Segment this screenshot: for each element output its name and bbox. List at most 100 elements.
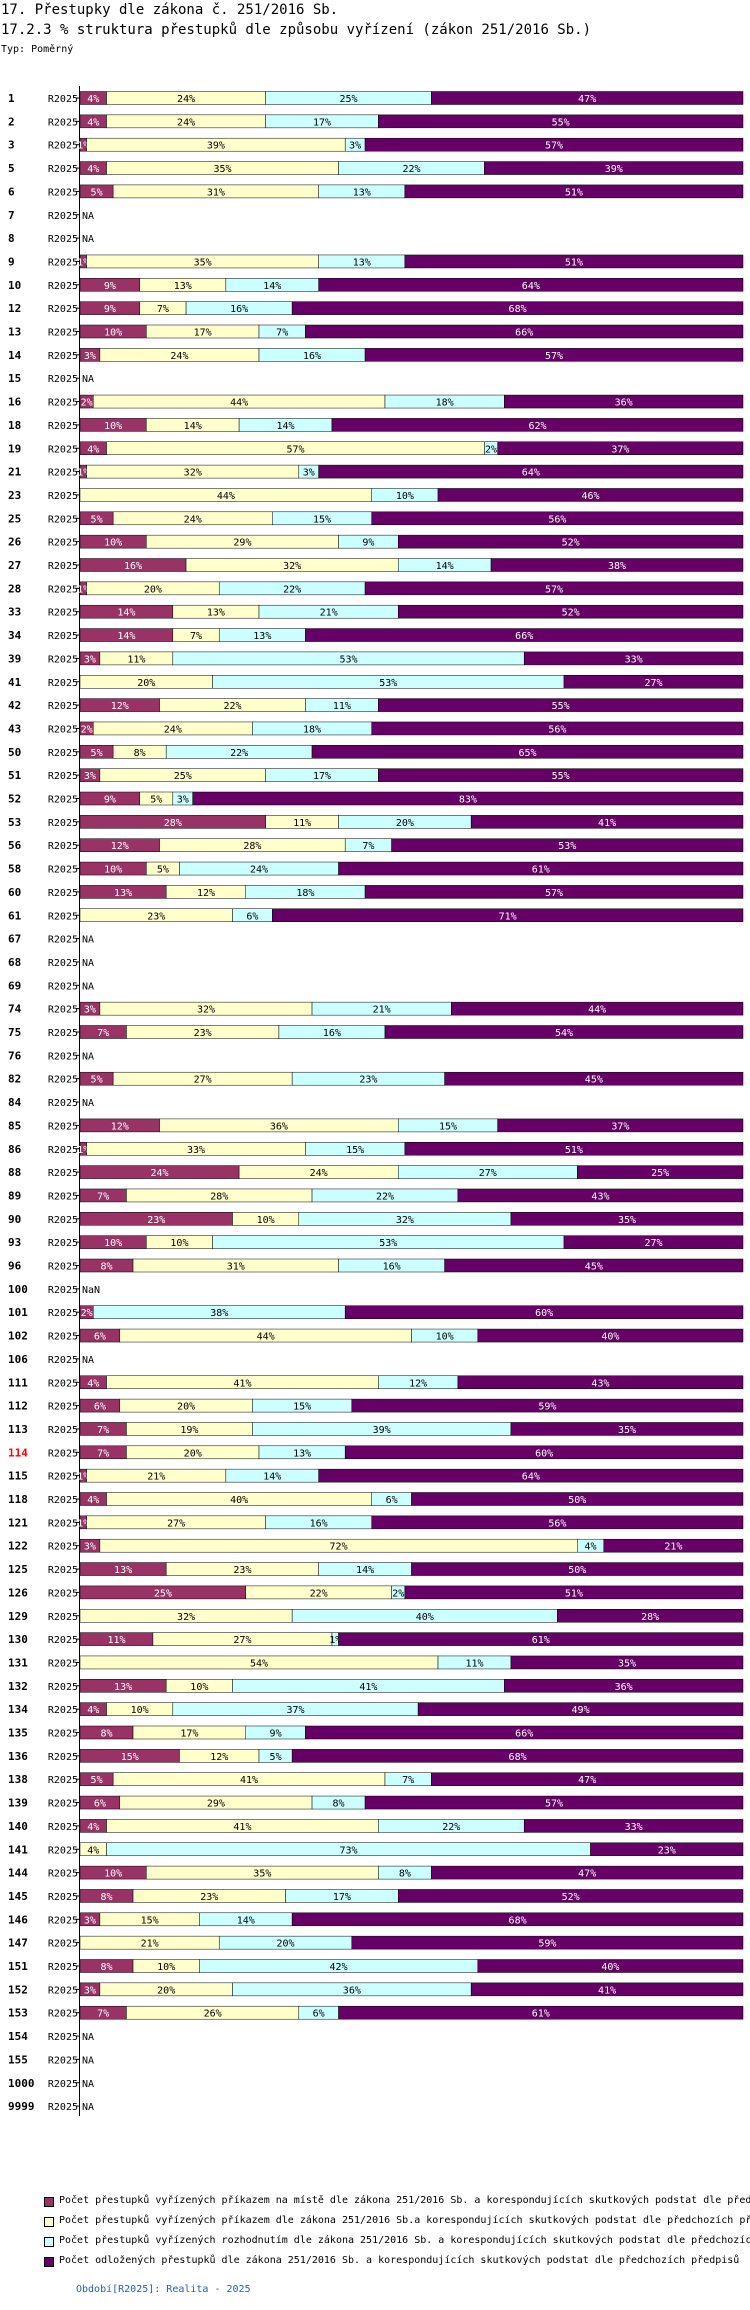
bar-segment-s4 [603,1538,744,1553]
data-label: 10% [131,1705,149,1716]
data-label: 8% [100,1962,112,1973]
bar-segment-s4 [378,768,744,782]
chart-title: 17. Přestupky dle zákona č. 251/2016 Sb. [1,2,339,18]
period-label: R2025 [48,1612,78,1623]
data-label: 5% [157,865,169,876]
period-label: R2025 [48,678,78,689]
category-label: 8 [8,232,15,245]
data-label: 18% [436,398,454,409]
data-label: 9% [104,795,116,806]
data-label: 64% [522,281,540,292]
bar-segment-s4 [484,161,744,175]
period-label: R2025 [48,2055,78,2066]
bar-segment-s4 [404,254,744,269]
bar-segment-s4 [371,511,744,526]
data-label: 57% [545,584,563,595]
na-label: NA [82,2079,94,2090]
bar-segment-s4 [272,908,744,922]
bar-segment-s4 [344,1305,744,1319]
data-label: 11% [127,654,145,665]
bar-segment-s4 [364,137,744,152]
data-label: 22% [310,1588,328,1599]
bar-segment-s4 [305,628,744,642]
data-label: 6% [94,1332,106,1343]
period-label: R2025 [48,351,78,362]
category-label: 12 [8,302,21,315]
bar-segment-s4 [397,1889,744,1903]
na-label: NA [82,1098,94,1109]
bar-segment-s4 [437,488,744,502]
data-label: 3% [84,654,96,665]
category-label: 114 [8,1446,28,1459]
data-label: 12% [111,701,129,712]
data-label: 6% [246,911,258,922]
bar-segment-s4 [457,1188,744,1203]
category-label: 6 [8,185,15,198]
period-label: R2025 [48,2032,78,2043]
data-label: 14% [436,561,454,572]
data-label: 15% [121,1752,139,1763]
data-label: 10% [396,491,414,502]
data-label: 20% [276,1939,294,1950]
data-label: 2% [392,1588,404,1599]
data-label: 27% [479,1168,497,1179]
category-label: 151 [8,1960,28,1973]
bar-segment-s4 [470,1982,744,1997]
bar-segment-s4 [523,1819,744,1833]
data-label: 33% [625,1822,643,1833]
data-label: 4% [87,117,99,128]
category-label: 154 [8,2030,28,2043]
period-label: R2025 [48,724,78,735]
period-label: R2025 [48,1215,78,1226]
bar-segment-s4 [497,1118,744,1133]
data-label: 22% [223,701,241,712]
data-label: 61% [532,1635,550,1646]
period-label: R2025 [48,1869,78,1880]
bar-segment-s4 [590,1842,744,1856]
category-label: 121 [8,1516,28,1529]
data-label: 68% [509,304,527,315]
category-label: 2 [8,115,15,128]
data-label: 10% [104,1238,122,1249]
data-label: 16% [310,1518,328,1529]
data-label: 35% [618,1658,636,1669]
bar-segment-s4 [457,1375,744,1389]
data-label: 9% [104,304,116,315]
data-label: 32% [197,1005,215,1016]
data-label: 4% [87,444,99,455]
data-label: 5% [270,1752,282,1763]
data-label: 27% [167,1518,185,1529]
na-label: NA [82,234,94,245]
data-label: 3% [349,141,361,152]
data-label: 3% [84,1985,96,1996]
data-label: 10% [436,1332,454,1343]
data-label: 25% [651,1168,669,1179]
data-label: 16% [230,304,248,315]
data-label: 33% [187,1145,205,1156]
data-label: 10% [104,865,122,876]
period-label: R2025 [48,1098,78,1109]
period-label: R2025 [48,1542,78,1553]
data-label: 53% [558,841,576,852]
data-label: 68% [509,1752,527,1763]
data-label: 66% [515,328,533,339]
period-label: R2025 [48,234,78,245]
data-label: 37% [611,444,629,455]
period-label: R2025 [48,584,78,595]
data-label: 23% [147,911,165,922]
bar-segment-s4 [451,1001,744,1016]
period-label: R2025 [48,1285,78,1296]
period-label: R2025 [48,538,78,549]
data-label: 60% [535,1308,553,1319]
data-label: 2% [485,444,497,455]
category-label: 14 [8,349,22,362]
data-label: 36% [615,398,633,409]
category-label: 19 [8,442,21,455]
data-label: 32% [396,1215,414,1226]
data-label: 17% [313,117,331,128]
period-label: R2025 [48,187,78,198]
period-label: R2025 [48,1238,78,1249]
data-label: 55% [552,701,570,712]
data-label: 19% [180,1425,198,1436]
bar-segment-s4 [305,324,744,339]
